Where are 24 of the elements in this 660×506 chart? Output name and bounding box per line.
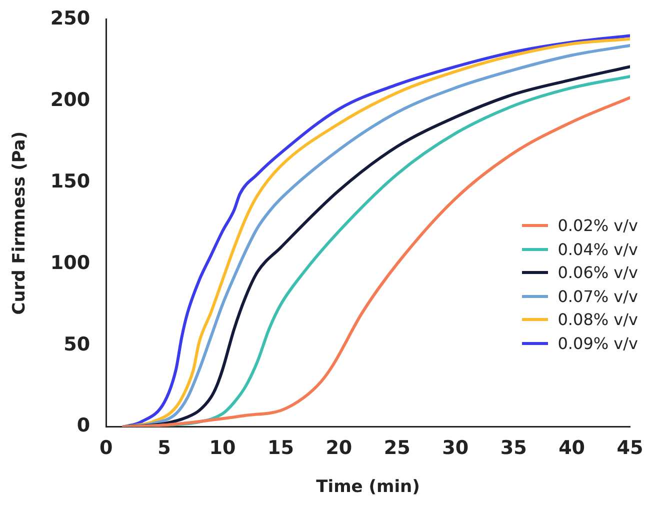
x-tick-label: 5 xyxy=(158,437,171,460)
legend-label: 0.08% v/v xyxy=(558,310,638,330)
y-tick-label: 0 xyxy=(76,414,90,437)
y-tick-label: 250 xyxy=(50,7,90,30)
y-tick-label: 50 xyxy=(64,333,90,356)
legend-label: 0.09% v/v xyxy=(558,334,638,353)
y-tick-label: 200 xyxy=(50,88,90,111)
x-tick-label: 45 xyxy=(616,437,644,460)
x-tick-label: 40 xyxy=(558,437,586,460)
x-tick-label: 30 xyxy=(442,437,469,460)
x-tick-label: 35 xyxy=(500,437,527,460)
x-tick-label: 10 xyxy=(209,437,236,460)
x-tick-label: 25 xyxy=(384,437,410,460)
x-tick-label: 20 xyxy=(326,437,352,460)
y-tick-label: 100 xyxy=(50,252,90,274)
x-tick-label: 0 xyxy=(99,437,113,460)
y-tick-label: 150 xyxy=(50,170,90,192)
y-axis-title: Curd Firmness (Pa) xyxy=(10,131,30,315)
legend-label: 0.04% v/v xyxy=(558,240,638,259)
x-axis-title: Time (min) xyxy=(316,477,420,498)
legend-label: 0.06% v/v xyxy=(558,263,638,282)
x-tick-label: 15 xyxy=(267,437,294,460)
legend-label: 0.02% v/v xyxy=(558,216,638,236)
legend-label: 0.07% v/v xyxy=(558,286,638,306)
